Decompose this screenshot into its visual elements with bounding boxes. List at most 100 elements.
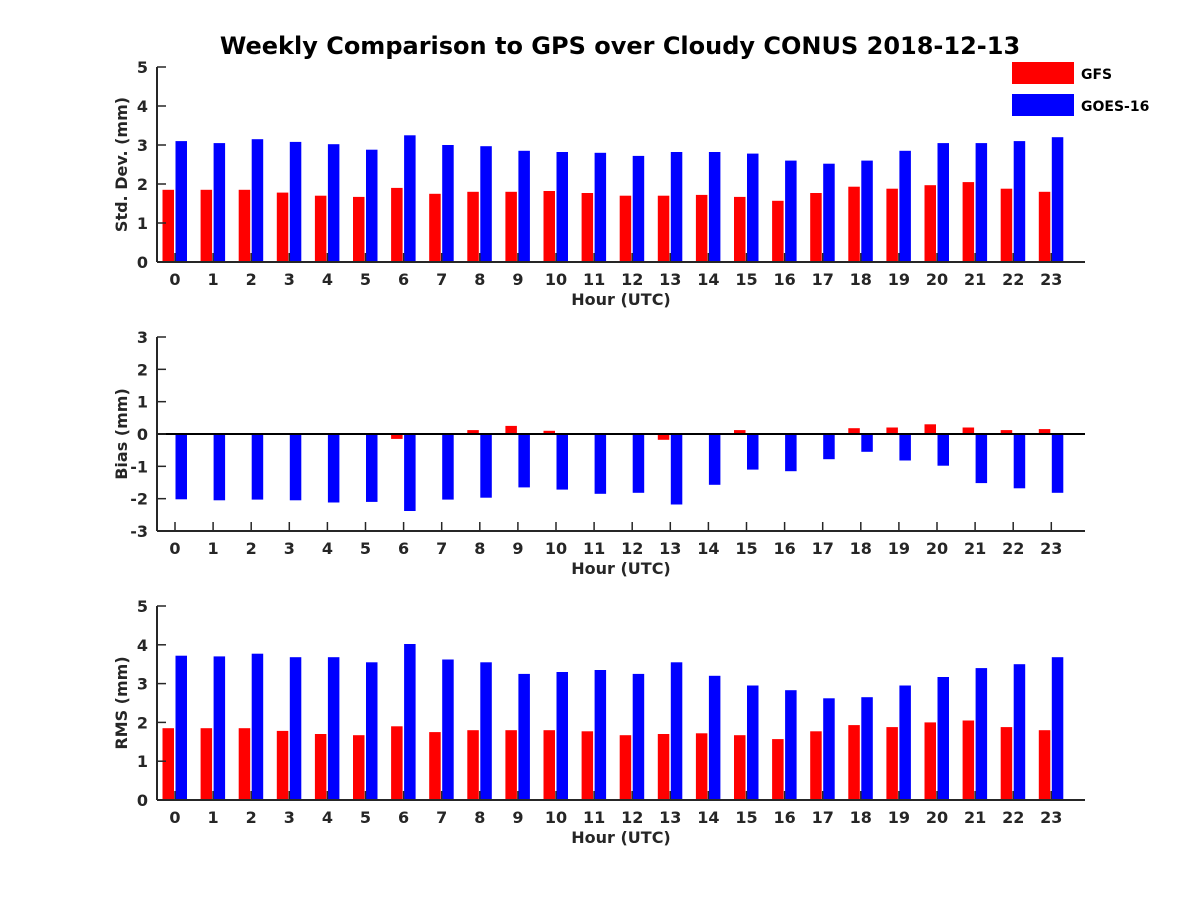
rms-bar-goes16-0: [175, 655, 187, 800]
bias-x-axis-label: Hour (UTC): [571, 559, 671, 578]
legend-swatch-goes16: [1012, 94, 1074, 116]
std-dev-bar-gfs-9: [505, 191, 517, 262]
rms-bar-goes16-18: [861, 697, 873, 800]
rms-bar-gfs-5: [353, 735, 365, 800]
rms-bar-goes16-6: [404, 644, 416, 800]
bias-bar-goes16-12: [632, 434, 645, 493]
bias-x-tick-label: 4: [322, 539, 333, 558]
std-dev-bar-goes16-9: [518, 150, 530, 262]
std-dev-x-tick-label: 6: [398, 270, 409, 289]
rms-bar-goes16-1: [213, 656, 226, 800]
std-dev-bar-goes16-19: [899, 150, 911, 262]
bias-x-tick-label: 1: [208, 539, 219, 558]
bias-x-tick-label: 13: [659, 539, 681, 558]
legend: GFS GOES-16: [1012, 62, 1149, 116]
bias-y-tick-label: 1: [137, 393, 148, 412]
std-dev-bar-goes16-17: [823, 163, 835, 262]
bias-bar-gfs-10: [543, 430, 555, 434]
std-dev-bar-goes16-15: [747, 153, 759, 262]
std-dev-bar-goes16-20: [937, 143, 949, 262]
rms-y-tick-label: 4: [137, 636, 148, 655]
rms-x-tick-label: 12: [621, 808, 643, 827]
bias-bar-goes16-1: [213, 434, 226, 501]
bias-x-tick-label: 8: [474, 539, 485, 558]
bias-bar-goes16-3: [289, 434, 302, 501]
std-dev-bar-gfs-23: [1038, 191, 1051, 262]
rms-x-tick-label: 1: [208, 808, 219, 827]
rms-bar-goes16-5: [366, 662, 378, 800]
rms-bar-goes16-16: [785, 690, 797, 800]
std-dev-bar-gfs-4: [314, 195, 327, 262]
bias-bar-goes16-8: [480, 434, 492, 498]
bias-x-tick-label: 12: [621, 539, 643, 558]
bias-x-tick-label: 2: [246, 539, 257, 558]
bias-bar-gfs-19: [886, 427, 898, 434]
rms-x-tick-label: 16: [773, 808, 795, 827]
rms-bar-gfs-16: [772, 739, 784, 800]
std-dev-x-tick-label: 19: [888, 270, 910, 289]
std-dev-y-tick-label: 2: [137, 175, 148, 194]
rms-x-tick-label: 23: [1040, 808, 1062, 827]
legend-swatch-gfs: [1012, 62, 1074, 84]
bias-x-tick-label: 11: [583, 539, 605, 558]
bias-y-tick-label: 2: [137, 360, 148, 379]
bias-bar-gfs-23: [1038, 429, 1051, 434]
bias-x-tick-label: 17: [812, 539, 834, 558]
bias-bar-gfs-20: [924, 424, 936, 434]
std-dev-bar-gfs-5: [353, 196, 365, 262]
rms-bar-goes16-7: [442, 659, 454, 800]
bias-bar-goes16-17: [823, 434, 835, 460]
rms-bar-gfs-7: [429, 732, 441, 800]
std-dev-x-tick-label: 11: [583, 270, 605, 289]
rms-x-tick-label: 6: [398, 808, 409, 827]
bias-bar-goes16-6: [404, 434, 416, 511]
rms-x-tick-label: 2: [246, 808, 257, 827]
rms-bar-gfs-6: [391, 726, 403, 800]
std-dev-bar-goes16-16: [785, 160, 797, 262]
std-dev-x-tick-label: 5: [360, 270, 371, 289]
rms-x-tick-label: 20: [926, 808, 948, 827]
bias-bar-goes16-14: [708, 434, 721, 485]
std-dev-bar-gfs-21: [962, 182, 975, 262]
rms-bar-goes16-22: [1013, 664, 1026, 800]
rms-bar-gfs-17: [810, 731, 822, 800]
rms-bar-gfs-18: [848, 725, 860, 800]
bias-x-tick-label: 19: [888, 539, 910, 558]
bias-bar-goes16-22: [1013, 434, 1026, 489]
rms-x-tick-label: 11: [583, 808, 605, 827]
bias-y-axis-label: Bias (mm): [112, 388, 131, 480]
rms-y-tick-label: 5: [137, 597, 148, 616]
std-dev-bar-gfs-7: [429, 193, 441, 263]
bias-y-tick-label: 0: [137, 425, 148, 444]
std-dev-y-tick-label: 1: [137, 214, 148, 233]
rms-bar-gfs-21: [962, 720, 975, 800]
bias-x-tick-label: 16: [773, 539, 795, 558]
bias-bar-goes16-11: [594, 434, 607, 494]
rms-y-tick-label: 3: [137, 675, 148, 694]
bias-bar-gfs-6: [391, 434, 403, 439]
std-dev-y-tick-label: 4: [137, 97, 148, 116]
std-dev-bar-goes16-5: [366, 149, 378, 262]
bias-bar-gfs-15: [734, 430, 746, 434]
std-dev-bar-gfs-15: [734, 196, 746, 262]
std-dev-x-tick-label: 14: [697, 270, 719, 289]
bias-y-tick-label: 3: [137, 328, 148, 347]
std-dev-bar-goes16-10: [556, 152, 568, 262]
rms-y-tick-label: 1: [137, 752, 148, 771]
std-dev-bar-goes16-6: [404, 135, 416, 263]
std-dev-bar-gfs-16: [772, 200, 784, 262]
rms-x-tick-label: 15: [735, 808, 757, 827]
std-dev-x-tick-label: 7: [436, 270, 447, 289]
bias-x-tick-label: 20: [926, 539, 948, 558]
bias-x-tick-label: 3: [284, 539, 295, 558]
rms-bar-goes16-2: [251, 653, 264, 800]
std-dev-x-tick-label: 18: [850, 270, 872, 289]
std-dev-x-tick-label: 22: [1002, 270, 1024, 289]
rms-bar-gfs-20: [924, 722, 936, 800]
rms-bar-goes16-21: [975, 668, 988, 800]
std-dev-bar-gfs-17: [810, 193, 822, 262]
rms-bar-gfs-15: [734, 735, 746, 800]
std-dev-bar-goes16-22: [1013, 141, 1026, 262]
